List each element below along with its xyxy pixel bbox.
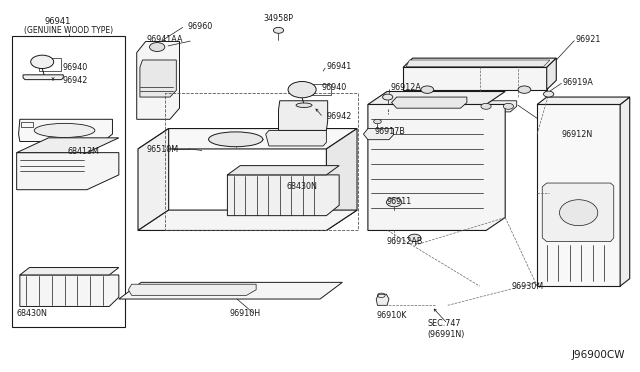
Polygon shape: [403, 58, 556, 67]
Circle shape: [150, 42, 165, 51]
Polygon shape: [406, 60, 550, 67]
Polygon shape: [23, 75, 63, 80]
Text: 96912A: 96912A: [390, 83, 421, 92]
Text: 34958P: 34958P: [264, 14, 294, 23]
Text: 96930M: 96930M: [511, 282, 544, 291]
Text: 96921: 96921: [575, 35, 601, 44]
Text: 96942: 96942: [63, 76, 88, 85]
Polygon shape: [537, 97, 630, 105]
Polygon shape: [129, 284, 256, 295]
Text: 96510M: 96510M: [147, 145, 179, 154]
Polygon shape: [140, 60, 176, 97]
Polygon shape: [547, 58, 556, 90]
Polygon shape: [137, 41, 179, 119]
Text: (GENUINE WOOD TYPE): (GENUINE WOOD TYPE): [24, 26, 113, 35]
Circle shape: [408, 234, 421, 241]
Text: 96942: 96942: [326, 112, 352, 121]
Text: 96912AB: 96912AB: [387, 237, 423, 246]
Text: 96941: 96941: [45, 17, 71, 26]
Polygon shape: [138, 129, 357, 149]
Text: 96941AA: 96941AA: [147, 35, 183, 44]
Text: 96910H: 96910H: [229, 310, 260, 318]
Text: J96900CW: J96900CW: [572, 350, 625, 360]
Circle shape: [273, 28, 284, 33]
Polygon shape: [17, 138, 119, 153]
Polygon shape: [227, 166, 339, 175]
Ellipse shape: [559, 200, 598, 226]
Text: 68430N: 68430N: [287, 182, 317, 190]
Circle shape: [481, 103, 491, 109]
Polygon shape: [20, 267, 119, 275]
Polygon shape: [19, 119, 113, 141]
Text: 96940: 96940: [321, 83, 346, 92]
Text: (96991N): (96991N): [428, 330, 465, 339]
Polygon shape: [620, 97, 630, 286]
Polygon shape: [542, 183, 614, 241]
Text: 96917B: 96917B: [375, 126, 406, 136]
Polygon shape: [119, 282, 342, 299]
Circle shape: [503, 103, 513, 109]
Polygon shape: [138, 210, 357, 231]
Circle shape: [31, 55, 54, 68]
Ellipse shape: [34, 124, 95, 137]
Polygon shape: [227, 175, 339, 216]
Polygon shape: [266, 131, 326, 146]
Text: 68413M: 68413M: [68, 147, 100, 156]
Polygon shape: [392, 97, 467, 108]
Polygon shape: [278, 101, 328, 131]
Circle shape: [288, 81, 316, 98]
Polygon shape: [368, 105, 505, 231]
Circle shape: [543, 91, 554, 97]
Polygon shape: [537, 105, 620, 286]
Circle shape: [387, 198, 402, 207]
Text: 96919A: 96919A: [563, 78, 593, 87]
Text: 96912N: 96912N: [561, 129, 593, 139]
Ellipse shape: [296, 103, 312, 108]
Text: 96940: 96940: [63, 63, 88, 72]
Polygon shape: [368, 92, 505, 105]
Text: 96911: 96911: [387, 197, 412, 206]
Circle shape: [374, 119, 381, 124]
Text: 68430N: 68430N: [17, 310, 47, 318]
Polygon shape: [364, 129, 394, 140]
Text: 96960: 96960: [187, 22, 212, 31]
Text: SEC.747: SEC.747: [428, 320, 461, 328]
Polygon shape: [403, 67, 547, 90]
Polygon shape: [376, 294, 389, 305]
Polygon shape: [473, 101, 516, 112]
Text: 96941: 96941: [326, 62, 351, 71]
Polygon shape: [326, 129, 357, 231]
Polygon shape: [17, 153, 119, 190]
Text: 96910K: 96910K: [376, 311, 406, 320]
Ellipse shape: [209, 132, 263, 147]
Polygon shape: [138, 129, 169, 231]
Circle shape: [421, 86, 434, 93]
Circle shape: [383, 94, 393, 100]
Circle shape: [518, 86, 531, 93]
Polygon shape: [20, 275, 119, 307]
